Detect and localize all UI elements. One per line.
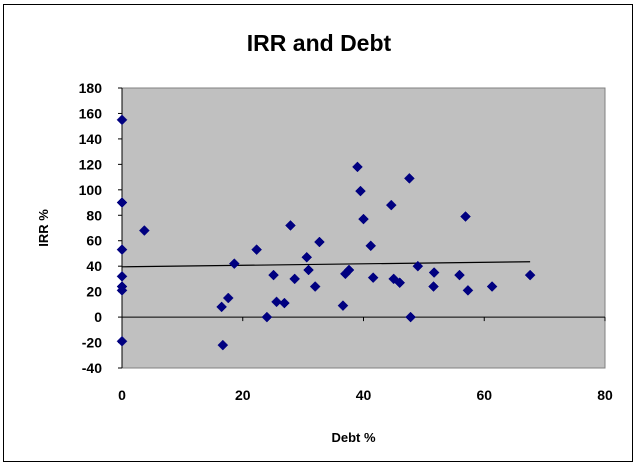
data-point	[412, 260, 424, 272]
data-point	[217, 339, 229, 351]
y-tick-label: 160	[79, 105, 103, 121]
data-point	[460, 211, 471, 222]
data-point	[261, 311, 273, 323]
data-point	[394, 277, 406, 289]
data-point	[486, 281, 498, 292]
data-point	[222, 292, 234, 304]
chart-title: IRR and Debt	[246, 30, 392, 56]
plot-area	[121, 87, 606, 369]
data-point	[358, 213, 369, 225]
y-tick-label: -20	[82, 335, 102, 351]
trendline	[121, 261, 531, 268]
data-point	[367, 272, 379, 283]
y-tick-label: 60	[86, 233, 102, 249]
data-point	[355, 185, 366, 197]
y-tick-label: 140	[79, 131, 103, 147]
data-point	[271, 296, 282, 308]
data-point	[428, 281, 439, 292]
x-tick-label: 20	[235, 387, 251, 403]
y-axis: -40 -20 0 20 40 60 80 100 120 140 160 180	[79, 80, 123, 376]
data-point	[251, 244, 262, 255]
data-point	[428, 267, 440, 278]
x-tick-label: 0	[118, 387, 126, 403]
y-tick-label: 20	[86, 284, 102, 300]
data-point	[116, 114, 128, 126]
data-point	[279, 297, 290, 309]
data-point	[454, 269, 465, 281]
data-point	[301, 251, 313, 263]
data-point	[462, 285, 474, 296]
data-point	[404, 173, 415, 184]
data-point	[309, 281, 321, 292]
data-point	[116, 197, 128, 208]
data-point	[365, 240, 377, 252]
data-point	[138, 225, 150, 236]
x-axis-title: Debt %	[331, 430, 376, 445]
data-point	[216, 301, 227, 313]
data-point	[352, 161, 363, 173]
y-tick-label: -40	[82, 360, 102, 376]
data-point	[524, 269, 536, 281]
x-tick-label: 60	[476, 387, 492, 403]
data-points	[116, 114, 536, 351]
y-tick-label: 80	[86, 207, 102, 223]
data-point	[314, 236, 325, 248]
data-point	[289, 273, 301, 285]
data-point	[268, 269, 279, 281]
data-point	[405, 311, 416, 323]
data-point	[116, 335, 128, 347]
x-tick-label: 80	[597, 387, 613, 403]
x-tick-label: 40	[356, 387, 372, 403]
y-tick-label: 0	[94, 309, 102, 325]
data-point	[116, 244, 128, 255]
x-axis: 0 20 40 60 80	[118, 316, 613, 403]
data-point	[116, 285, 128, 296]
data-point	[285, 220, 296, 231]
data-point	[385, 199, 397, 211]
data-point	[303, 264, 314, 276]
data-point	[343, 264, 355, 276]
y-tick-label: 100	[79, 182, 103, 198]
y-tick-label: 40	[86, 258, 102, 274]
data-point	[228, 258, 240, 269]
y-tick-label: 120	[79, 156, 103, 172]
y-tick-label: 180	[79, 80, 103, 96]
data-point	[337, 300, 349, 311]
y-axis-title: IRR %	[36, 209, 51, 247]
